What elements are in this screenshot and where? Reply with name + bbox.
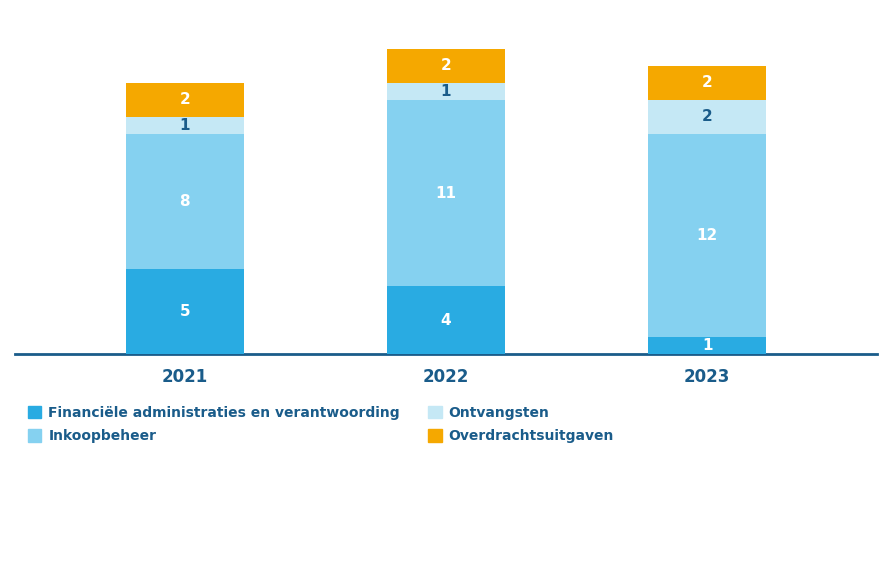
Text: 1: 1 — [702, 338, 713, 353]
Bar — [126, 269, 244, 354]
Text: 11: 11 — [435, 185, 457, 201]
Bar — [126, 117, 244, 133]
Text: 12: 12 — [697, 228, 718, 243]
Text: 1: 1 — [179, 118, 190, 133]
Bar — [126, 83, 244, 117]
Bar — [387, 83, 505, 100]
Bar — [648, 66, 766, 100]
Bar — [648, 100, 766, 133]
Bar — [387, 286, 505, 354]
Text: 2: 2 — [441, 58, 451, 73]
Text: 2: 2 — [702, 109, 713, 124]
Bar — [387, 100, 505, 286]
Bar — [648, 133, 766, 337]
Text: 1: 1 — [441, 84, 451, 99]
Text: 2: 2 — [179, 92, 190, 107]
Legend: Financiële administraties en verantwoording, Inkoopbeheer, Ontvangsten, Overdrac: Financiële administraties en verantwoord… — [22, 400, 620, 449]
Bar — [648, 337, 766, 354]
Text: 8: 8 — [179, 194, 190, 209]
Text: 5: 5 — [179, 304, 190, 319]
Text: 4: 4 — [441, 312, 451, 328]
Bar — [387, 49, 505, 83]
Text: 2: 2 — [702, 75, 713, 90]
Bar — [126, 133, 244, 269]
